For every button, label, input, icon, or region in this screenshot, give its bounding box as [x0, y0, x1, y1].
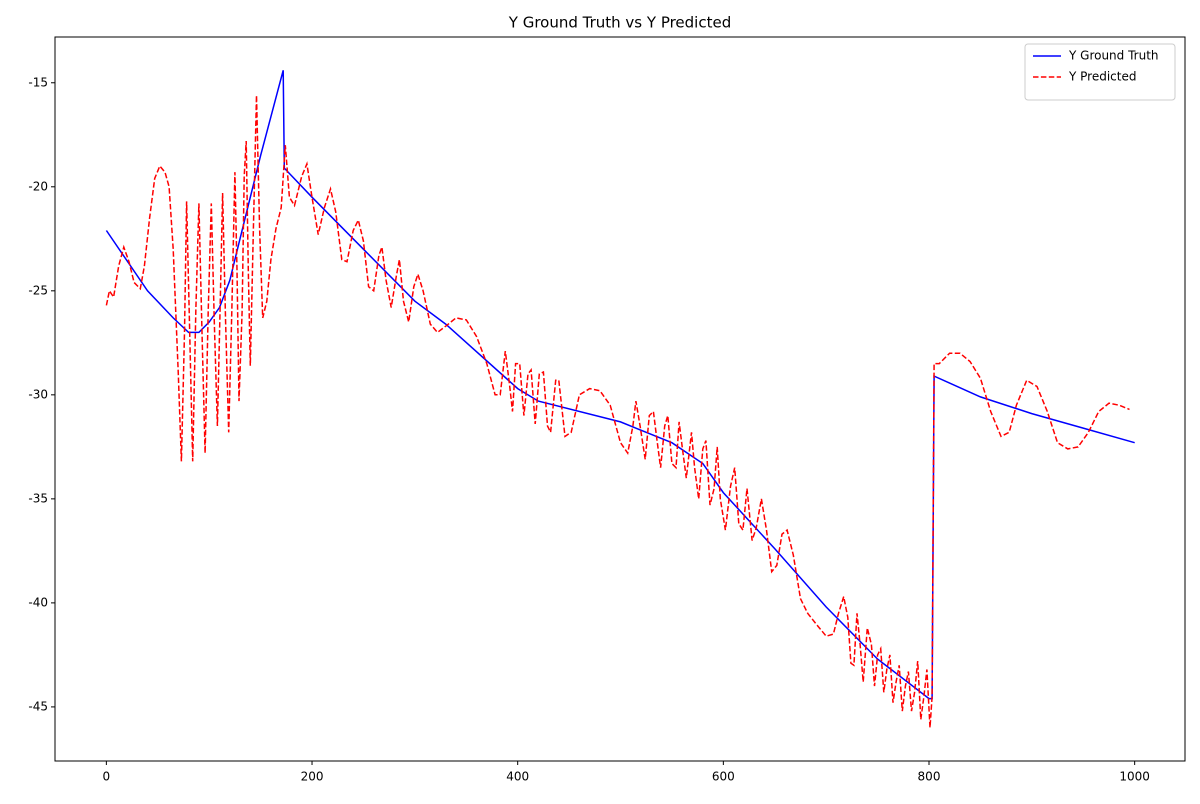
x-tick-label: 600 [712, 770, 735, 784]
legend-label: Y Ground Truth [1068, 49, 1159, 63]
series-line [105, 70, 1135, 700]
legend-box [1024, 43, 1176, 101]
y-tick-label: -20 [28, 179, 48, 193]
chart-title: Y Ground Truth vs Y Predicted [508, 14, 731, 32]
y-tick-label: -15 [28, 75, 48, 89]
x-tick-label: 1000 [1119, 770, 1150, 784]
x-tick-label: 200 [301, 770, 324, 784]
y-tick-label: -30 [28, 387, 48, 401]
y-tick-label: -40 [28, 595, 48, 609]
x-tick-label: 400 [506, 770, 529, 784]
plot-frame [54, 36, 1186, 762]
x-tick-label: 0 [103, 770, 111, 784]
series-line [105, 95, 1130, 728]
legend-label: Y Predicted [1068, 70, 1136, 84]
y-tick-label: -25 [28, 283, 48, 297]
x-tick-label: 800 [918, 770, 941, 784]
y-tick-label: -45 [28, 699, 48, 713]
y-tick-label: -35 [28, 491, 48, 505]
